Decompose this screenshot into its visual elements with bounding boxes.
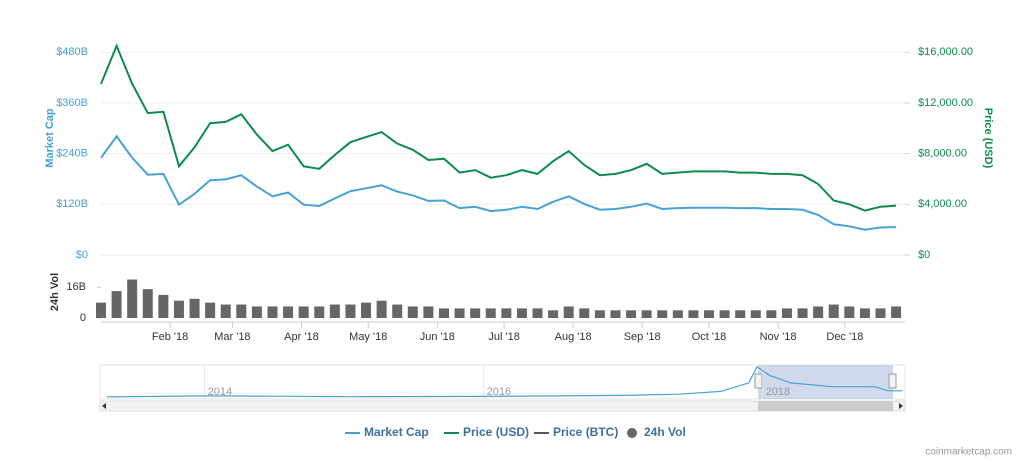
volume-bar <box>189 298 200 318</box>
volume-bar <box>111 291 122 318</box>
credit: coinmarketcap.com <box>925 447 1012 458</box>
volume-bar <box>392 304 403 318</box>
y2-tick-label: $16,000.00 <box>918 46 973 58</box>
volume-bar <box>532 308 543 318</box>
x-tick-label: Mar '18 <box>214 331 250 343</box>
volume-bar <box>610 310 621 318</box>
volume-bar <box>719 310 730 318</box>
nav-tick-label: 2018 <box>766 386 790 398</box>
y2-tick-label: $8,000.00 <box>918 148 967 160</box>
volume-bar <box>96 302 106 318</box>
vol-tick-label: 16B <box>66 281 86 293</box>
scrollbar-thumb[interactable] <box>758 401 893 411</box>
volume-bar <box>657 310 668 318</box>
navigator-selection[interactable] <box>758 365 893 399</box>
x-tick-label: Feb '18 <box>152 331 188 343</box>
y-tick-label: $360B <box>56 97 88 109</box>
volume-bar <box>766 310 777 318</box>
volume-bar <box>828 304 839 318</box>
volume-bar <box>127 279 138 318</box>
volume-bar <box>672 310 683 318</box>
volume-bar <box>345 304 356 318</box>
volume-bar <box>579 308 590 318</box>
volume-bar <box>563 306 574 318</box>
volume-bar <box>267 306 278 318</box>
volume-bar <box>298 306 309 318</box>
y-axis-title: Market Cap <box>44 108 56 168</box>
volume-bar <box>781 308 792 318</box>
y-tick-label: $0 <box>76 249 88 261</box>
y-tick-label: $240B <box>56 148 88 160</box>
x-tick-label: Nov '18 <box>760 331 797 343</box>
volume-bar <box>501 308 512 318</box>
y2-axis-title: Price (USD) <box>982 108 994 169</box>
legend-label[interactable]: Market Cap <box>364 425 429 439</box>
volume-bar <box>844 306 855 318</box>
volume-bar <box>376 300 387 318</box>
volume-bar <box>548 310 559 318</box>
volume-bar <box>173 300 184 318</box>
volume-bar <box>407 306 418 318</box>
volume-bar <box>236 304 247 318</box>
volume-bar <box>329 304 340 318</box>
nav-tick-label: 2016 <box>487 386 511 398</box>
volume-bar <box>361 302 372 318</box>
legend-symbol <box>627 428 637 438</box>
volume-bar <box>423 306 434 318</box>
x-tick-label: Jul '18 <box>488 331 519 343</box>
volume-bar <box>485 308 496 318</box>
volume-bar <box>735 310 746 318</box>
volume-bar <box>251 306 262 318</box>
x-tick-label: Oct '18 <box>692 331 727 343</box>
legend-label[interactable]: Price (USD) <box>463 425 529 439</box>
nav-tick-label: 2014 <box>208 386 232 398</box>
volume-bar <box>641 310 652 318</box>
volume-bar <box>158 294 169 318</box>
x-tick-label: Aug '18 <box>555 331 592 343</box>
volume-bar <box>813 306 824 318</box>
navigator-handle[interactable] <box>888 373 897 389</box>
volume-bar <box>891 306 902 318</box>
volume-bar <box>516 308 527 318</box>
legend-label[interactable]: 24h Vol <box>644 425 686 439</box>
navigator-handle[interactable] <box>754 373 763 389</box>
x-tick-label: Dec '18 <box>826 331 863 343</box>
x-tick-label: Jun '18 <box>420 331 455 343</box>
volume-bar <box>594 310 605 318</box>
y2-tick-label: $12,000.00 <box>918 97 973 109</box>
x-tick-label: Apr '18 <box>284 331 319 343</box>
volume-bar <box>626 310 637 318</box>
navigator-frame <box>99 364 906 400</box>
series-line <box>100 134 897 231</box>
volume-bar <box>205 302 216 318</box>
volume-bar <box>875 308 886 318</box>
vol-axis-title: 24h Vol <box>49 273 61 311</box>
volume-bar <box>750 310 761 318</box>
y2-tick-label: $4,000.00 <box>918 198 967 210</box>
series-line <box>106 366 903 398</box>
volume-bar <box>438 308 449 318</box>
y2-tick-label: $0 <box>918 249 930 261</box>
y-tick-label: $480B <box>56 46 88 58</box>
volume-bar <box>142 289 153 318</box>
volume-bar <box>859 308 870 318</box>
volume-bar <box>797 308 808 318</box>
volume-bar <box>470 308 481 318</box>
volume-bar <box>314 306 325 318</box>
x-tick-label: Sep '18 <box>624 331 661 343</box>
y-tick-label: $120B <box>56 198 88 210</box>
series-line <box>100 43 897 212</box>
volume-bar <box>220 304 231 318</box>
scroll-arrow-left[interactable] <box>102 403 106 409</box>
volume-bar <box>704 310 715 318</box>
scrollbar-track[interactable] <box>99 400 906 412</box>
volume-bar <box>688 310 699 318</box>
legend-label[interactable]: Price (BTC) <box>553 425 618 439</box>
scroll-arrow-right[interactable] <box>899 403 903 409</box>
volume-bar <box>454 308 465 318</box>
x-tick-label: May '18 <box>349 331 387 343</box>
vol-tick-label: 0 <box>80 312 86 324</box>
volume-bar <box>283 306 294 318</box>
